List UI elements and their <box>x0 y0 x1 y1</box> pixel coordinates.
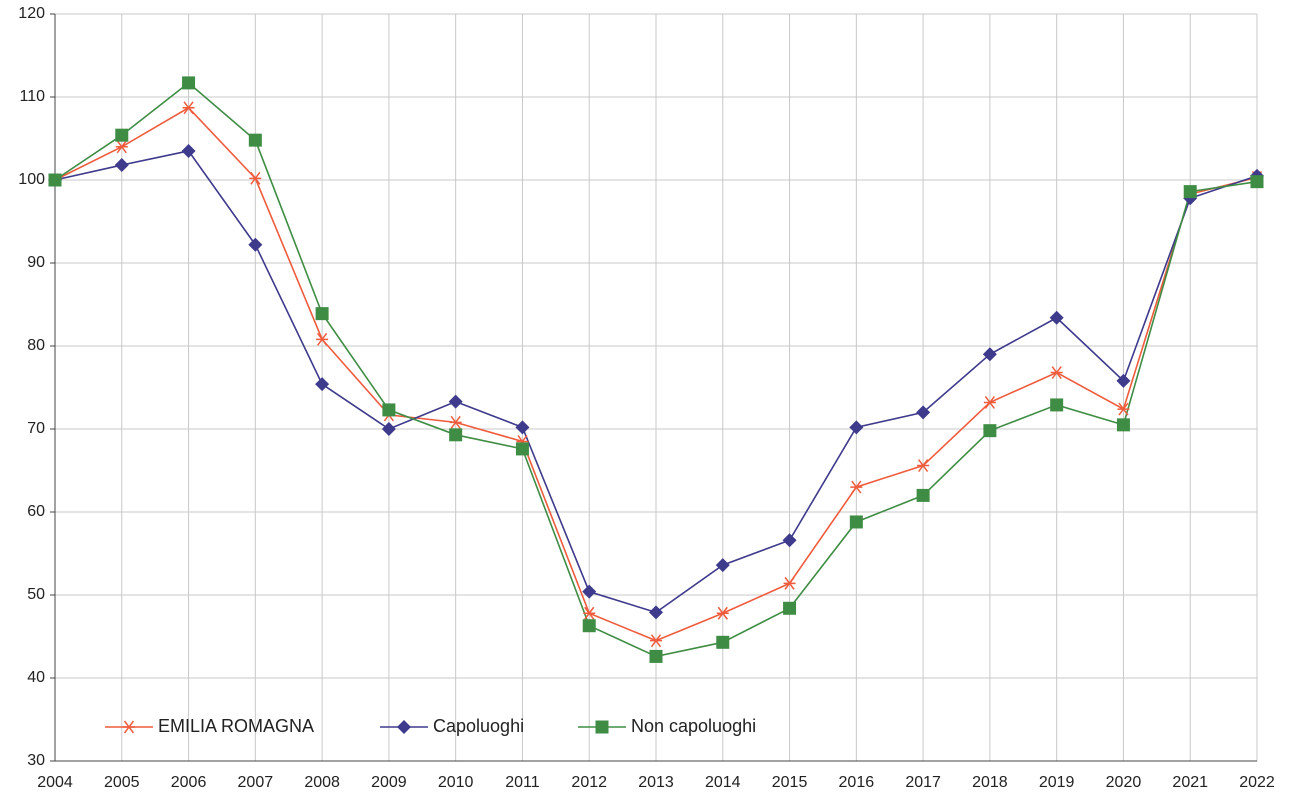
x-tick-label: 2009 <box>371 774 407 791</box>
x-tick-label: 2006 <box>171 774 207 791</box>
y-tick-label: 80 <box>27 337 45 354</box>
x-tick-label: 2021 <box>1172 774 1208 791</box>
y-tick-label: 30 <box>27 752 45 769</box>
x-tick-label: 2018 <box>972 774 1008 791</box>
x-tick-label: 2013 <box>638 774 674 791</box>
y-tick-label: 110 <box>19 88 45 105</box>
point <box>315 307 329 321</box>
y-tick-label: 100 <box>18 171 45 188</box>
point <box>182 76 196 90</box>
point <box>515 442 529 456</box>
y-tick-label: 40 <box>27 669 45 686</box>
point <box>917 459 930 472</box>
point <box>916 405 931 420</box>
point <box>248 133 262 147</box>
point <box>850 480 863 494</box>
point <box>1250 175 1264 189</box>
x-tick-label: 2005 <box>104 774 140 791</box>
x-tick-label: 2007 <box>238 774 274 791</box>
y-tick-label: 90 <box>27 254 45 271</box>
x-tick-label: 2020 <box>1106 774 1142 791</box>
point <box>783 576 796 590</box>
legend-marker <box>123 720 135 734</box>
y-tick-label: 70 <box>27 420 45 437</box>
point <box>715 558 730 573</box>
y-tick-label: 50 <box>27 586 45 603</box>
point <box>181 143 196 158</box>
point <box>115 140 128 154</box>
point <box>449 428 463 442</box>
x-tick-label: 2004 <box>37 774 73 791</box>
point <box>1050 366 1063 380</box>
point <box>515 420 530 435</box>
point <box>382 403 396 417</box>
point <box>114 158 129 173</box>
point <box>1049 310 1064 325</box>
point <box>716 635 730 649</box>
point <box>315 377 330 392</box>
x-tick-label: 2014 <box>705 774 741 791</box>
legend-marker <box>595 720 609 734</box>
x-tick-label: 2016 <box>839 774 875 791</box>
point <box>249 171 262 185</box>
x-tick-label: 2011 <box>505 774 540 791</box>
x-tick-label: 2010 <box>438 774 474 791</box>
legend-label: Capoluoghi <box>433 716 524 736</box>
legend-label: EMILIA ROMAGNA <box>158 716 314 736</box>
point <box>849 515 863 529</box>
point <box>716 606 729 620</box>
x-tick-label: 2015 <box>772 774 808 791</box>
point <box>1116 418 1130 432</box>
point <box>1116 373 1131 388</box>
point <box>48 173 62 187</box>
x-tick-label: 2022 <box>1239 774 1275 791</box>
point <box>1183 185 1197 199</box>
point <box>1117 402 1130 416</box>
point <box>248 237 263 252</box>
point <box>182 101 195 115</box>
legend-marker <box>397 720 411 734</box>
point <box>115 128 129 142</box>
point <box>983 395 996 409</box>
y-tick-label: 120 <box>18 5 45 22</box>
point <box>583 606 596 620</box>
point <box>448 394 463 409</box>
point <box>582 619 596 633</box>
point <box>650 634 662 648</box>
x-tick-label: 2008 <box>304 774 340 791</box>
point <box>783 601 797 615</box>
point <box>649 605 663 620</box>
point <box>849 420 864 435</box>
point <box>982 347 997 362</box>
x-tick-label: 2012 <box>571 774 607 791</box>
point <box>983 424 997 438</box>
legend-label: Non capoluoghi <box>631 716 756 736</box>
point <box>381 422 396 436</box>
x-tick-label: 2019 <box>1039 774 1075 791</box>
point <box>1050 398 1064 412</box>
y-tick-label: 60 <box>27 503 45 520</box>
point <box>649 649 663 663</box>
point <box>449 415 462 429</box>
point <box>582 584 597 599</box>
point <box>782 533 797 548</box>
point <box>316 332 329 346</box>
point <box>916 488 930 502</box>
x-tick-label: 2017 <box>905 774 941 791</box>
